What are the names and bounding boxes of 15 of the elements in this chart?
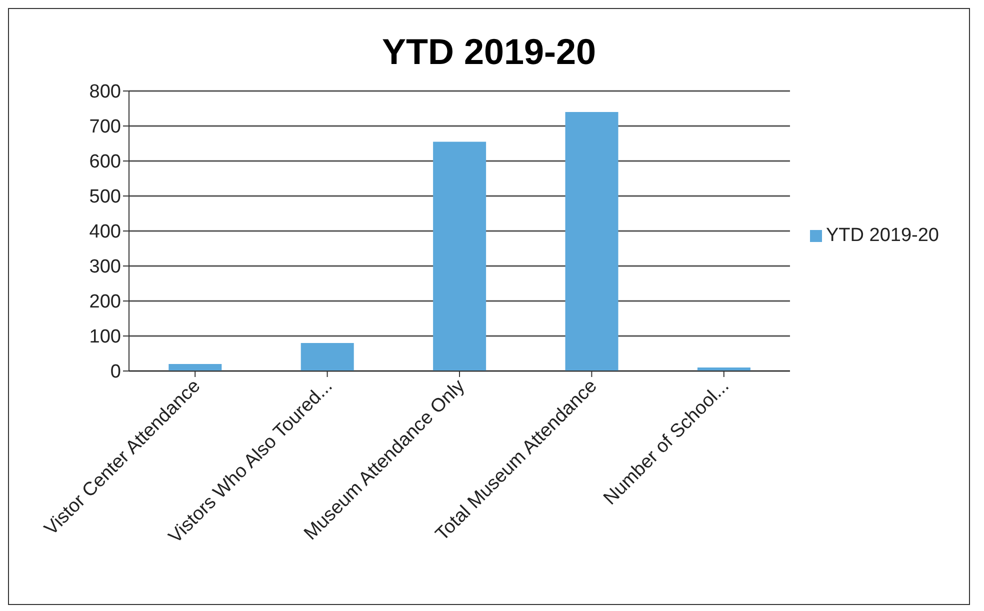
y-tick-label: 300 xyxy=(89,256,121,278)
bar xyxy=(300,343,354,371)
y-tick-label: 600 xyxy=(89,152,121,173)
chart-title: YTD 2019-20 xyxy=(380,30,598,74)
y-tick-label: 500 xyxy=(89,186,121,208)
y-tick-label: 700 xyxy=(89,116,121,138)
bar xyxy=(433,142,486,371)
y-tick-label: 400 xyxy=(89,222,121,243)
legend-label: YTD 2019-20 xyxy=(826,225,939,246)
bar xyxy=(565,112,618,371)
y-tick-label: 200 xyxy=(89,292,121,313)
y-tick-label: 100 xyxy=(89,326,121,348)
y-tick-label: 800 xyxy=(89,82,121,103)
bar xyxy=(168,364,222,371)
y-tick-label: 0 xyxy=(110,362,121,383)
